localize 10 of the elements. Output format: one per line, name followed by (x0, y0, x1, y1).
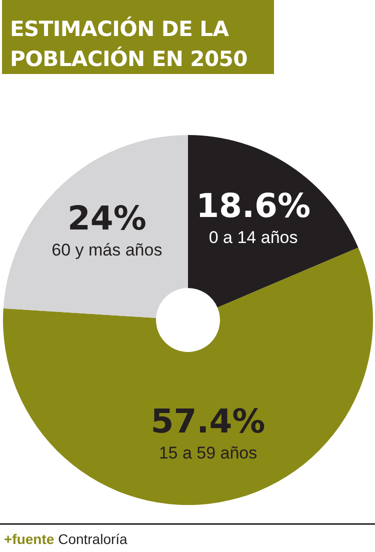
slice-label: 15 a 59 años (158, 444, 258, 463)
data-label: 24% (67, 198, 146, 238)
data-label: 57.4% (150, 402, 266, 441)
chart-title: ESTIMACIÓN DE LA POBLACIÓN EN 2050 (10, 16, 248, 71)
donut-slice (188, 135, 358, 308)
text: +fuente Contraloría (4, 531, 128, 547)
data-label: 18.6% (196, 186, 311, 226)
donut-slice (3, 135, 188, 318)
slice-label: 0 a 14 años (208, 228, 298, 248)
slice-label: 60 y más años (52, 240, 162, 260)
